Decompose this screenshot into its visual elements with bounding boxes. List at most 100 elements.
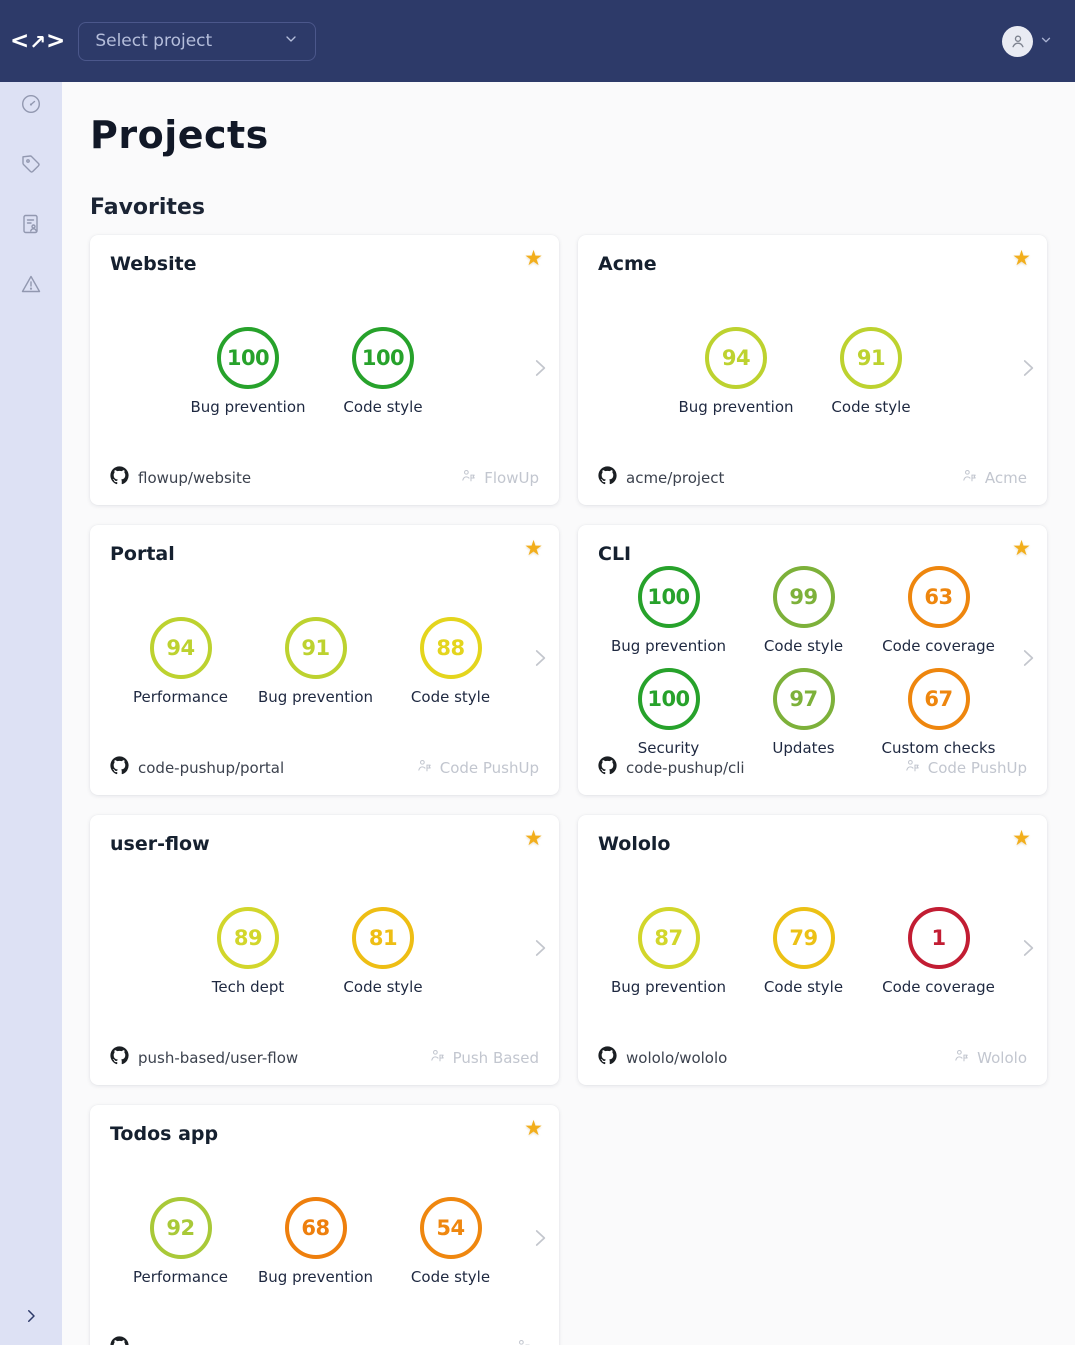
score-label: Code style [343, 977, 423, 996]
open-project-chevron-icon[interactable] [1015, 355, 1041, 385]
repo-name: push-based/user-flow [138, 1048, 299, 1067]
sidebar-expand-button[interactable] [22, 1307, 40, 1329]
open-project-chevron-icon[interactable] [1015, 645, 1041, 675]
favorite-star-icon[interactable]: ★ [1012, 246, 1031, 270]
organization-icon [460, 467, 477, 488]
score-label: Bug prevention [190, 397, 306, 416]
gauge-icon [19, 92, 43, 120]
repo-link[interactable]: wololo/wololo [598, 1046, 727, 1069]
project-card[interactable]: user-flow ★ 89 Tech dept 81 Code style [90, 815, 559, 1085]
sidebar-item-categories[interactable] [19, 154, 43, 178]
repo-name: acme/project [626, 468, 725, 487]
project-title: user-flow [110, 833, 210, 855]
score-label: Tech dept [211, 977, 285, 996]
score-list: 92 Performance 68 Bug prevention 54 Code… [113, 1196, 518, 1286]
score-list: 100 Bug prevention 99 Code style 63 Code… [598, 565, 1009, 757]
org-link[interactable] [515, 1337, 539, 1345]
repo-link[interactable]: push-based/user-flow [110, 1046, 298, 1069]
card-footer: code-pushup/cli Code PushUp [578, 756, 1047, 795]
score-label: Performance [132, 687, 229, 706]
repo-link[interactable]: code-pushup/portal [110, 756, 284, 779]
score-list: 100 Bug prevention 100 Code style [181, 326, 451, 416]
score-list: 94 Performance 91 Bug prevention 88 Code… [113, 616, 518, 706]
app-logo[interactable]: < ↗ > [10, 28, 65, 54]
org-link[interactable]: FlowUp [460, 467, 539, 488]
score-item: 87 Bug prevention [601, 906, 736, 996]
project-title: CLI [598, 543, 632, 565]
open-project-chevron-icon[interactable] [1015, 935, 1041, 965]
score-area: 89 Tech dept 81 Code style [110, 855, 539, 1067]
organization-icon [904, 757, 921, 778]
card-footer: push-based/user-flow Push Based [90, 1046, 559, 1085]
project-select-dropdown[interactable]: Select project [78, 21, 317, 61]
project-card[interactable]: Acme ★ 94 Bug prevention 91 Code style [578, 235, 1047, 505]
score-circle: 100 [217, 326, 279, 389]
score-value: 1 [931, 925, 946, 950]
repo-name: wololo/wololo [626, 1048, 728, 1067]
project-card[interactable]: Portal ★ 94 Performance 91 Bug preventio… [90, 525, 559, 795]
score-value: 92 [166, 1215, 195, 1240]
repo-link[interactable]: code-pushup/cli [598, 756, 745, 779]
project-card[interactable]: Todos app ★ 92 Performance 68 Bug preven… [90, 1105, 559, 1345]
project-card[interactable]: CLI ★ 100 Bug prevention 99 Code style 6… [578, 525, 1047, 795]
repo-link[interactable] [110, 1336, 138, 1345]
card-footer: acme/project Acme [578, 466, 1047, 505]
open-project-chevron-icon[interactable] [527, 1225, 553, 1255]
org-name: FlowUp [484, 468, 539, 487]
card-footer [90, 1336, 559, 1345]
score-item: 100 Bug prevention [601, 565, 736, 655]
organization-icon [416, 757, 433, 778]
score-circle: 88 [419, 616, 482, 679]
org-name: Acme [984, 468, 1027, 487]
org-link[interactable]: Acme [961, 467, 1027, 488]
chevron-right-icon [22, 1310, 40, 1329]
favorite-star-icon[interactable]: ★ [524, 536, 543, 560]
score-list: 87 Bug prevention 79 Code style 1 Code c… [601, 906, 1006, 996]
score-item: 68 Bug prevention [248, 1196, 383, 1286]
project-card[interactable]: Wololo ★ 87 Bug prevention 79 Code style… [578, 815, 1047, 1085]
open-project-chevron-icon[interactable] [527, 355, 553, 385]
score-circle: 87 [637, 906, 700, 969]
org-link[interactable]: Code PushUp [904, 757, 1027, 778]
sidebar-item-reports[interactable] [19, 214, 43, 238]
score-label: Code style [831, 397, 911, 416]
score-label: Bug prevention [257, 1267, 374, 1286]
open-project-chevron-icon[interactable] [527, 935, 553, 965]
score-label: Bug prevention [257, 687, 374, 706]
organization-icon [961, 467, 978, 488]
report-contact-icon [19, 212, 43, 240]
score-item: 91 Bug prevention [248, 616, 383, 706]
project-card[interactable]: Website ★ 100 Bug prevention 100 Code st… [90, 235, 559, 505]
score-circle: 94 [705, 326, 767, 389]
favorite-star-icon[interactable]: ★ [524, 826, 543, 850]
repo-link[interactable]: acme/project [598, 466, 724, 489]
score-item: 67 Custom checks [871, 667, 1006, 757]
open-project-chevron-icon[interactable] [527, 645, 553, 675]
org-name: Code PushUp [927, 758, 1027, 777]
org-link[interactable]: Code PushUp [416, 757, 539, 778]
project-title: Wololo [598, 833, 671, 855]
org-name: Code PushUp [439, 758, 539, 777]
score-area: 100 Bug prevention 100 Code style [110, 275, 539, 487]
repo-link[interactable]: flowup/website [110, 466, 251, 489]
favorite-star-icon[interactable]: ★ [524, 246, 543, 270]
github-icon [598, 756, 617, 779]
logo-bracket-left: < [10, 28, 29, 54]
org-link[interactable]: Push Based [429, 1047, 539, 1068]
score-value: 91 [856, 345, 886, 370]
user-menu[interactable] [1002, 25, 1053, 57]
project-title: Portal [110, 543, 175, 565]
tag-icon [19, 152, 43, 180]
github-icon [598, 466, 617, 489]
score-item: 88 Code style [383, 616, 518, 706]
repo-name: code-pushup/cli [626, 758, 745, 777]
score-list: 94 Bug prevention 91 Code style [669, 326, 939, 416]
sidebar-item-alerts[interactable] [19, 274, 43, 298]
favorite-star-icon[interactable]: ★ [1012, 536, 1031, 560]
score-item: 1 Code coverage [871, 906, 1006, 996]
sidebar-item-dashboard[interactable] [19, 94, 43, 118]
org-link[interactable]: Wololo [953, 1047, 1027, 1068]
favorite-star-icon[interactable]: ★ [524, 1116, 543, 1140]
score-label: Code style [763, 977, 844, 996]
favorite-star-icon[interactable]: ★ [1012, 826, 1031, 850]
